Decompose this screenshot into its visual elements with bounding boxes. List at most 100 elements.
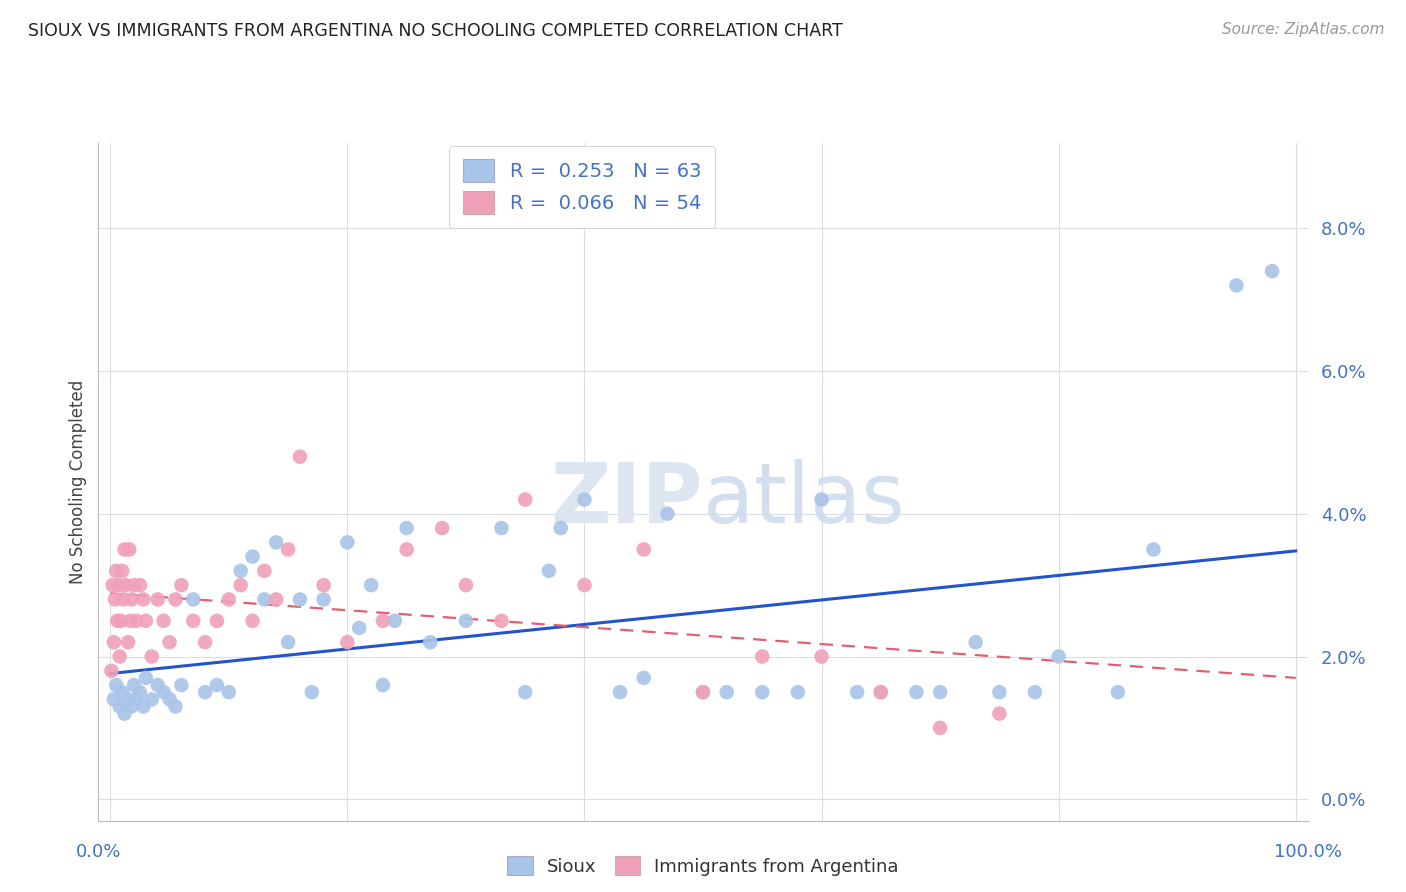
Y-axis label: No Schooling Completed: No Schooling Completed [69,380,87,583]
Point [277,542,299,557]
Point [336,535,359,549]
Point [1261,264,1284,278]
Point [550,521,572,535]
Point [135,671,157,685]
Point [117,692,139,706]
Point [205,614,228,628]
Point [537,564,560,578]
Point [111,564,134,578]
Point [118,542,141,557]
Point [141,649,163,664]
Point [786,685,808,699]
Point [515,685,537,699]
Point [125,614,148,628]
Point [360,578,382,592]
Point [181,592,204,607]
Point [108,699,131,714]
Point [165,699,187,714]
Point [129,578,152,592]
Point [132,592,155,607]
Point [218,685,240,699]
Point [395,542,418,557]
Point [347,621,370,635]
Point [170,578,193,592]
Point [105,614,128,628]
Point [515,492,537,507]
Text: SIOUX VS IMMIGRANTS FROM ARGENTINA NO SCHOOLING COMPLETED CORRELATION CHART: SIOUX VS IMMIGRANTS FROM ARGENTINA NO SC… [28,22,842,40]
Point [929,721,952,735]
Point [264,535,287,549]
Point [609,685,631,699]
Point [104,592,127,607]
Point [242,614,264,628]
Point [574,578,596,592]
Point [114,542,136,557]
Point [288,592,311,607]
Point [253,592,276,607]
Point [103,692,125,706]
Point [905,685,928,699]
Point [1047,649,1070,664]
Point [107,578,129,592]
Point [1225,278,1247,293]
Point [277,635,299,649]
Point [288,450,311,464]
Point [103,635,125,649]
Text: 100.0%: 100.0% [1274,843,1341,861]
Point [1142,542,1164,557]
Point [491,614,513,628]
Point [229,564,252,578]
Point [692,685,714,699]
Point [751,649,773,664]
Point [159,635,181,649]
Point [988,706,1011,721]
Point [384,614,406,628]
Point [194,685,217,699]
Point [120,614,142,628]
Legend: Sioux, Immigrants from Argentina: Sioux, Immigrants from Argentina [501,849,905,883]
Point [135,614,157,628]
Point [751,685,773,699]
Point [111,685,134,699]
Point [205,678,228,692]
Point [264,592,287,607]
Point [846,685,869,699]
Point [869,685,891,699]
Point [112,592,135,607]
Point [146,678,169,692]
Point [1024,685,1046,699]
Text: atlas: atlas [703,459,904,540]
Point [105,564,128,578]
Point [170,678,193,692]
Point [395,521,418,535]
Point [146,592,169,607]
Point [141,692,163,706]
Point [121,699,143,714]
Point [371,678,394,692]
Point [117,635,139,649]
Point [194,635,217,649]
Point [312,578,335,592]
Point [114,706,136,721]
Point [301,685,323,699]
Point [105,678,128,692]
Point [229,578,252,592]
Point [129,685,152,699]
Point [181,614,204,628]
Legend: R =  0.253   N = 63, R =  0.066   N = 54: R = 0.253 N = 63, R = 0.066 N = 54 [450,145,714,227]
Point [810,649,832,664]
Point [1107,685,1129,699]
Point [810,492,832,507]
Point [454,614,477,628]
Point [692,685,714,699]
Point [114,578,136,592]
Text: 0.0%: 0.0% [76,843,121,861]
Point [122,678,145,692]
Point [574,492,596,507]
Point [716,685,738,699]
Point [125,692,148,706]
Point [108,649,131,664]
Point [432,521,454,535]
Point [110,614,132,628]
Point [159,692,181,706]
